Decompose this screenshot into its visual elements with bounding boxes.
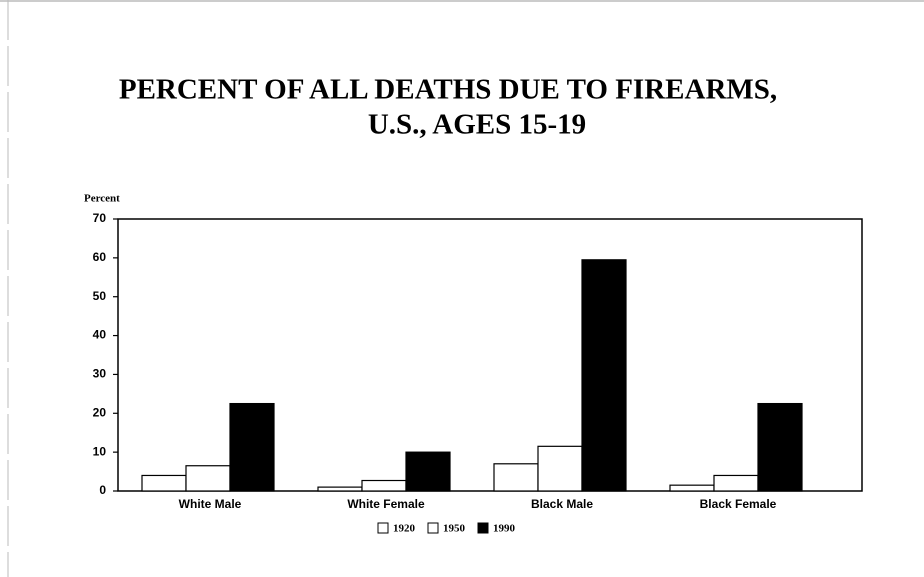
chart-title: U.S., AGES 15-19 — [368, 109, 586, 141]
plot-area — [117, 218, 863, 492]
y-tick-label: 20 — [93, 405, 107, 419]
x-tick-label: White Female — [347, 497, 425, 511]
x-tick-label: White Male — [179, 497, 242, 511]
bar — [493, 463, 539, 492]
y-tick-label: 60 — [93, 250, 107, 264]
legend-label: 1920 — [393, 523, 416, 535]
bar — [229, 402, 275, 492]
y-tick-label: 50 — [93, 289, 107, 303]
chart-title: PERCENT OF ALL DEATHS DUE TO FIREARMS, — [119, 74, 777, 106]
legend-swatch — [477, 522, 489, 534]
y-tick-label: 40 — [93, 328, 107, 342]
bar — [405, 451, 451, 492]
bar — [141, 474, 187, 492]
legend-swatch — [427, 522, 439, 534]
legend-label: 1990 — [493, 523, 516, 535]
x-tick-label: Black Male — [531, 497, 593, 511]
bar — [185, 465, 231, 492]
legend-label: 1950 — [443, 523, 466, 535]
y-tick-label: 30 — [93, 367, 107, 381]
x-tick-label: Black Female — [700, 497, 777, 511]
bar — [713, 474, 759, 492]
bar — [669, 484, 715, 492]
legend-swatch — [377, 522, 389, 534]
y-tick-label: 0 — [99, 483, 106, 497]
bar — [361, 479, 407, 492]
bar — [317, 486, 363, 492]
bar — [757, 402, 803, 492]
y-tick-label: 10 — [93, 444, 107, 458]
y-tick-label: 70 — [93, 211, 107, 225]
y-axis-label: Percent — [84, 193, 120, 205]
bar — [537, 445, 583, 492]
bar — [581, 259, 627, 492]
